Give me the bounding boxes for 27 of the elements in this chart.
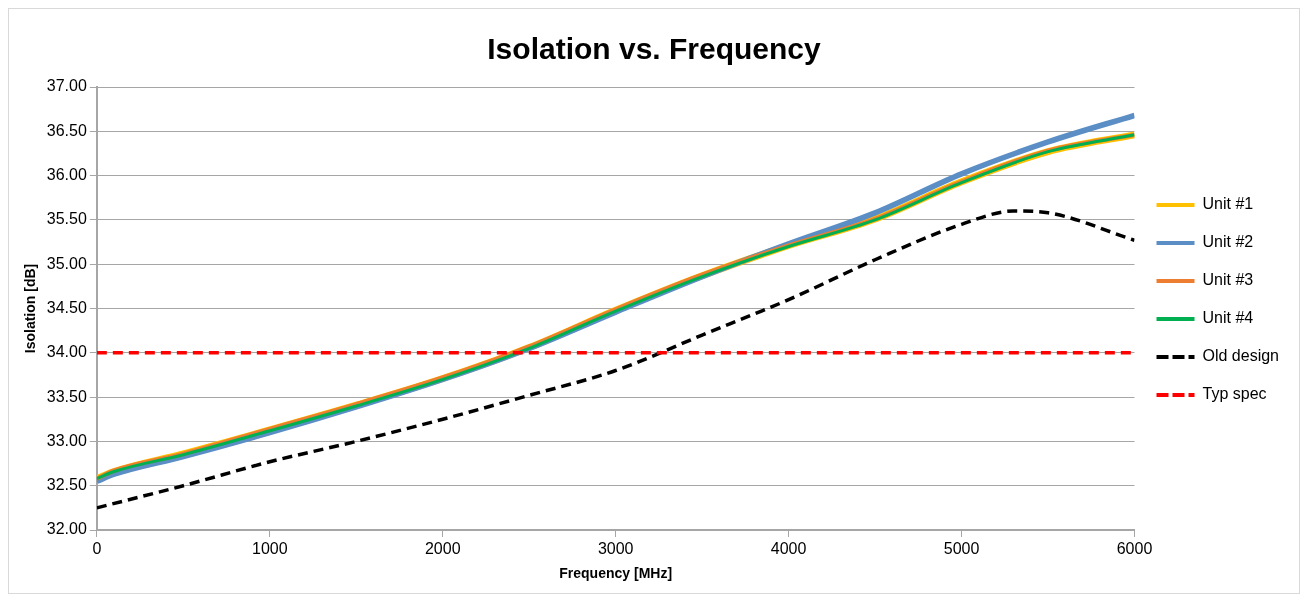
y-tick-label: 34.50 [46, 298, 87, 316]
legend-label: Unit #1 [1202, 195, 1254, 213]
y-tick-label: 33.00 [46, 431, 87, 449]
legend-label: Unit #3 [1202, 271, 1254, 289]
y-tick-label: 35.00 [46, 254, 87, 272]
y-tick-label: 36.50 [46, 121, 87, 139]
y-tick-label: 37.00 [46, 77, 87, 95]
y-tick-label: 32.50 [46, 476, 87, 494]
legend-label: Typ spec [1202, 385, 1267, 403]
y-tick-label: 33.50 [46, 387, 87, 405]
y-axis-title: Isolation [dB] [22, 263, 39, 354]
y-tick-label: 32.00 [46, 520, 87, 538]
x-tick-label: 0 [92, 540, 102, 558]
y-tick-label: 34.00 [46, 343, 87, 361]
y-tick-label: 36.00 [46, 166, 87, 184]
y-tick-label: 35.50 [46, 210, 87, 228]
x-tick-label: 2000 [424, 540, 461, 558]
x-tick-label: 6000 [1116, 540, 1153, 558]
x-axis-title: Frequency [MHz] [559, 565, 673, 582]
x-tick-label: 4000 [770, 540, 807, 558]
legend-label: Old design [1202, 347, 1280, 365]
chart-title: Isolation vs. Frequency [487, 32, 822, 66]
x-tick-label: 1000 [251, 540, 288, 558]
legend-label: Unit #2 [1202, 233, 1254, 251]
legend-label: Unit #4 [1202, 309, 1254, 327]
x-tick-label: 3000 [597, 540, 634, 558]
x-tick-label: 5000 [943, 540, 980, 558]
